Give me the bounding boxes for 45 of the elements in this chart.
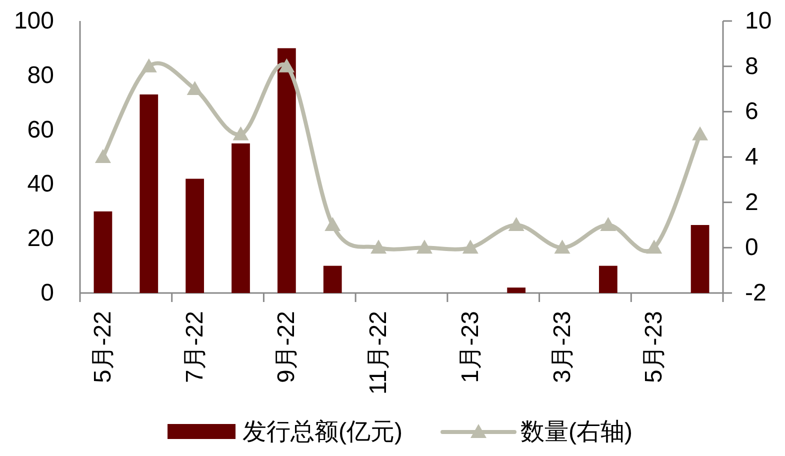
point [508, 217, 524, 231]
point [140, 58, 157, 72]
bar [323, 266, 342, 293]
point [692, 126, 708, 140]
y2-tick-label: 6 [745, 98, 758, 126]
bar [186, 178, 204, 293]
point [94, 149, 111, 163]
point [646, 240, 662, 254]
y2-tick-label: -2 [745, 280, 766, 306]
x-tick-label: 3月-23 [548, 311, 576, 384]
bar [598, 266, 618, 293]
point [554, 240, 570, 254]
point [600, 217, 616, 231]
point [186, 81, 203, 95]
y2-tick-label: 0 [745, 234, 758, 262]
y2-tick-label: 10 [745, 8, 772, 34]
x-tick-label: 9月-22 [273, 311, 300, 384]
x-tick-label: 5月-23 [640, 311, 668, 384]
y-tick-label: 100 [14, 8, 54, 34]
bar [507, 288, 526, 293]
y2-tick-label: 4 [745, 144, 758, 170]
x-tick-label: 7月-22 [181, 311, 208, 384]
bar [94, 211, 112, 293]
x-tick-label: 11月-22 [365, 311, 392, 395]
y2-tick-label: 8 [745, 52, 758, 80]
legend-label: 数量(右轴) [520, 418, 632, 446]
y-tick-label: 0 [40, 280, 54, 306]
bar [277, 48, 296, 293]
x-tick-label: 1月-23 [456, 311, 484, 384]
point [416, 240, 432, 254]
point [370, 240, 387, 254]
point [324, 217, 341, 231]
bar [690, 225, 710, 293]
y2-tick-label: 2 [745, 188, 758, 216]
point [278, 58, 295, 72]
y-tick-label: 40 [27, 170, 54, 198]
point [462, 240, 478, 254]
y-tick-label: 20 [27, 225, 54, 252]
y-tick-label: 60 [27, 116, 54, 144]
point [232, 126, 249, 140]
legend-label: 发行总额(亿元) [242, 418, 402, 446]
x-tick-label: 5月-22 [89, 311, 116, 384]
y-tick-label: 80 [27, 62, 54, 89]
bar [232, 143, 250, 293]
bar [140, 94, 158, 293]
